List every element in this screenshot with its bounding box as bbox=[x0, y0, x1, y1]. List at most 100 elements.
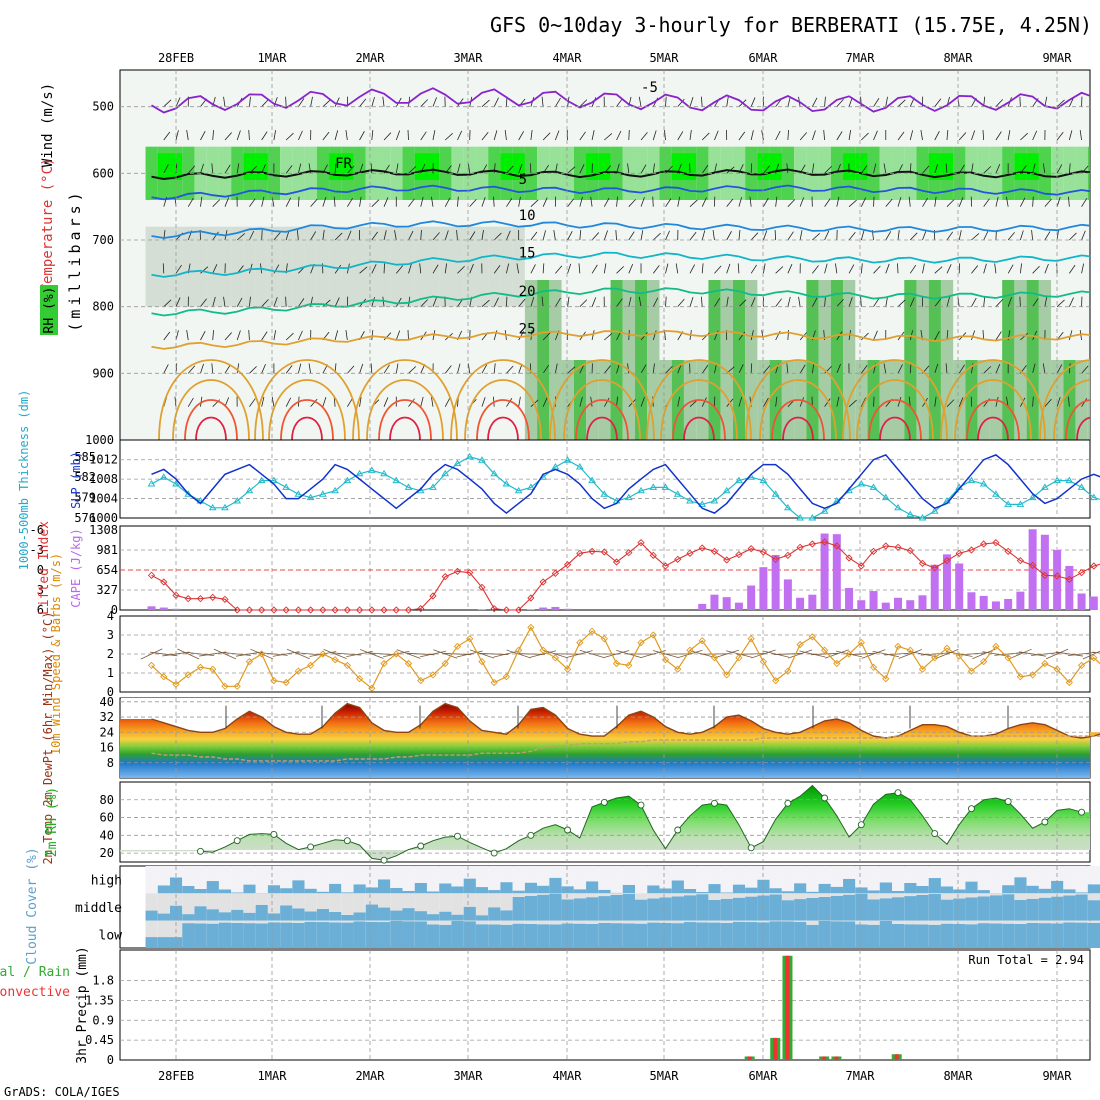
wind-barb bbox=[481, 131, 489, 141]
cloud-bar bbox=[353, 921, 366, 948]
cloud-bar bbox=[928, 878, 941, 894]
wind-barb bbox=[836, 363, 841, 374]
wind-barb bbox=[248, 129, 250, 141]
wind-barb-10m bbox=[994, 652, 1022, 656]
wind-barb-10m bbox=[567, 650, 593, 658]
rh-shade-gray bbox=[231, 226, 244, 307]
cloud-clear bbox=[426, 893, 440, 915]
wind-barb bbox=[787, 129, 789, 141]
cloud-bar bbox=[683, 888, 697, 894]
lifted-index-marker bbox=[784, 551, 792, 559]
rh-shade-gray bbox=[426, 226, 440, 307]
cloud-clear bbox=[1063, 893, 1076, 896]
cloud-clear bbox=[231, 893, 244, 910]
cloud-clear bbox=[231, 866, 244, 893]
wind-barb bbox=[1094, 397, 1096, 407]
cloud-bar bbox=[304, 921, 317, 948]
wind-barb bbox=[983, 198, 990, 207]
rh-shade-low bbox=[635, 280, 648, 440]
cape-bar bbox=[563, 608, 572, 610]
wind-barb bbox=[885, 96, 888, 107]
wind-barb bbox=[628, 263, 634, 274]
rh-tick: 20 bbox=[100, 846, 114, 860]
cloud-clear bbox=[683, 866, 697, 889]
rh-shade-low bbox=[622, 280, 635, 440]
wind-barb-10m bbox=[553, 653, 582, 655]
cloud-clear bbox=[1026, 866, 1039, 886]
cloud-clear bbox=[659, 893, 672, 898]
cloud-bar bbox=[794, 921, 807, 948]
rh2m-axis-label: 2m RH (%) bbox=[45, 787, 60, 857]
wind-barb bbox=[763, 197, 769, 207]
wind-barb bbox=[787, 199, 796, 207]
wind-barb bbox=[701, 364, 709, 374]
lifted-index-tick: 0 bbox=[37, 563, 44, 577]
thickness-marker bbox=[918, 514, 927, 521]
warm-contour bbox=[771, 399, 825, 440]
cloud-bar bbox=[818, 920, 831, 948]
cape-bar bbox=[710, 594, 719, 610]
date-label-bottom: 4MAR bbox=[553, 1069, 583, 1083]
cloud-clear bbox=[353, 920, 366, 922]
lifted-index-marker bbox=[196, 595, 205, 603]
rh-shade-core bbox=[157, 153, 170, 180]
wind-barb bbox=[883, 163, 887, 174]
wind-barb bbox=[481, 197, 486, 207]
wind-barb-10m bbox=[456, 650, 483, 658]
wind-barb bbox=[1068, 330, 1073, 341]
lifted-index-marker bbox=[453, 567, 462, 575]
wind-speed-marker bbox=[184, 671, 192, 679]
cloud-clear bbox=[720, 866, 733, 893]
rh-marker bbox=[931, 830, 939, 838]
wind-barb bbox=[616, 196, 618, 207]
lifted-index-marker bbox=[368, 606, 376, 614]
thickness-marker bbox=[294, 490, 303, 497]
lifted-index-marker bbox=[184, 595, 192, 603]
wind-barb bbox=[432, 97, 437, 107]
wind-barb-10m bbox=[751, 649, 776, 659]
wind-barb bbox=[897, 230, 900, 241]
rh-marker bbox=[1004, 798, 1012, 806]
wind-barb bbox=[934, 163, 939, 174]
wind-barb bbox=[359, 196, 362, 207]
wind-barb bbox=[652, 297, 659, 307]
wind-barb bbox=[346, 230, 352, 241]
wind-speed-marker bbox=[478, 657, 486, 666]
cloud-clear bbox=[1075, 866, 1088, 893]
wind-speed-marker bbox=[992, 642, 1000, 651]
wind-barb bbox=[860, 197, 867, 207]
wind-barb bbox=[383, 263, 385, 274]
wind-speed-marker bbox=[160, 673, 168, 681]
thickness-marker bbox=[306, 493, 315, 501]
footer-credit: GrADS: COLA/IGES bbox=[4, 1085, 120, 1099]
cloud-bar bbox=[940, 899, 954, 921]
cloud-bar bbox=[414, 921, 427, 948]
wind-barb bbox=[689, 264, 696, 274]
cloud-bar bbox=[843, 921, 856, 948]
rh-shade-low bbox=[843, 280, 856, 440]
cloud-clear bbox=[463, 920, 476, 922]
wind-barb bbox=[873, 163, 877, 174]
cloud-clear bbox=[157, 893, 170, 914]
temperature-contour-label: 25 bbox=[519, 321, 536, 337]
lifted-index-marker bbox=[331, 606, 339, 614]
cloud-clear bbox=[720, 920, 733, 923]
thickness-marker bbox=[318, 490, 327, 497]
wind-barb-10m bbox=[861, 649, 886, 659]
wind-barb bbox=[689, 130, 692, 141]
cloud-bar bbox=[671, 880, 684, 894]
wind-barb bbox=[726, 198, 734, 207]
cloud-clear bbox=[928, 866, 941, 879]
cloud-bar bbox=[647, 898, 660, 921]
cloud-bar bbox=[659, 897, 672, 921]
wind-barb bbox=[1020, 230, 1024, 241]
wind-barb bbox=[530, 296, 535, 307]
cloud-bar bbox=[304, 911, 317, 921]
date-label-top: 3MAR bbox=[454, 51, 484, 65]
cloud-bar bbox=[145, 937, 158, 948]
rh-shade-gray bbox=[194, 226, 207, 307]
wind-barb bbox=[761, 130, 764, 141]
wind-barb bbox=[591, 130, 595, 141]
